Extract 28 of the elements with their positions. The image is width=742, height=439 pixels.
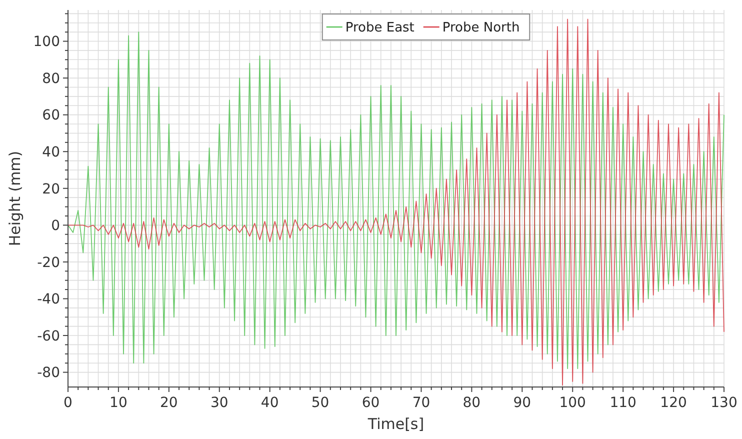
x-tick-label: 120 [660,395,687,411]
x-tick-label: 10 [110,395,128,411]
x-tick-label: 130 [710,395,738,411]
x-tick-label: 20 [160,395,178,411]
legend-label: Probe North [442,20,520,36]
y-tick-label: -60 [37,328,60,344]
y-tick-label: 0 [51,218,60,234]
x-tick-label: 90 [513,395,532,411]
y-tick-label: -40 [37,292,60,308]
x-tick-label: 0 [64,395,72,411]
x-axis-title: Time[s] [366,415,424,433]
x-tick-label: 80 [462,395,481,411]
x-tick-label: 30 [210,395,228,411]
x-tick-label: 100 [559,395,586,411]
y-tick-label: -20 [37,254,60,271]
y-tick-label: 20 [42,181,60,198]
y-axis-title: Height (mm) [6,150,24,246]
x-tick-label: 70 [412,395,430,411]
y-tick-label: -80 [37,365,60,382]
y-tick-label: 40 [42,144,60,161]
y-tick-label: 60 [42,108,60,124]
x-tick-label: 50 [311,395,330,411]
y-tick-label: 80 [42,70,60,87]
x-tick-label: 110 [610,395,636,411]
x-tick-label: 60 [362,395,380,411]
x-tick-label: 40 [260,395,279,411]
legend-label: Probe East [345,20,414,36]
y-tick-label: 100 [33,34,60,50]
